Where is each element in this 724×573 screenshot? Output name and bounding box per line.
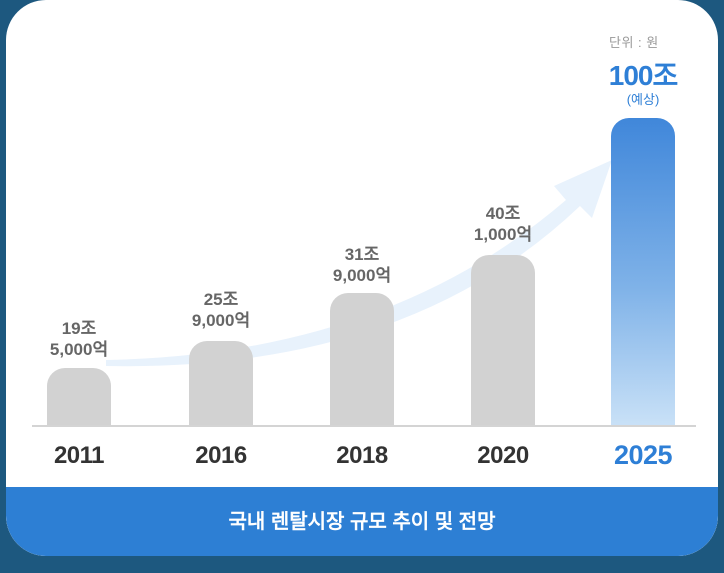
bar-2018 (330, 293, 394, 426)
year-label-2018: 2018 (336, 442, 388, 469)
year-label-2020: 2020 (477, 442, 529, 469)
value-label-2011: 19조 5,000억 (49, 319, 109, 359)
value-label-2025: 100조 (예상) (608, 60, 678, 107)
unit-label: 단위 : 원 (609, 35, 659, 50)
x-axis-baseline (32, 425, 696, 427)
bar-2011 (47, 368, 111, 426)
chart-card: 단위 : 원 19조 5,000억 2011 25조 9,000억 2016 3… (6, 0, 718, 556)
year-label-2025: 2025 (613, 440, 673, 470)
chart-title-footer: 국내 렌탈시장 규모 추이 및 전망 (6, 487, 718, 556)
bar-2020 (471, 255, 535, 426)
bar-2025 (611, 118, 675, 426)
value-label-2020: 40조 1,000억 (473, 204, 533, 244)
year-label-2016: 2016 (195, 442, 247, 469)
value-label-2016: 25조 9,000억 (191, 290, 251, 330)
year-label-2011: 2011 (53, 442, 105, 469)
value-label-2018: 31조 9,000억 (332, 245, 392, 285)
bar-2016 (189, 341, 253, 426)
